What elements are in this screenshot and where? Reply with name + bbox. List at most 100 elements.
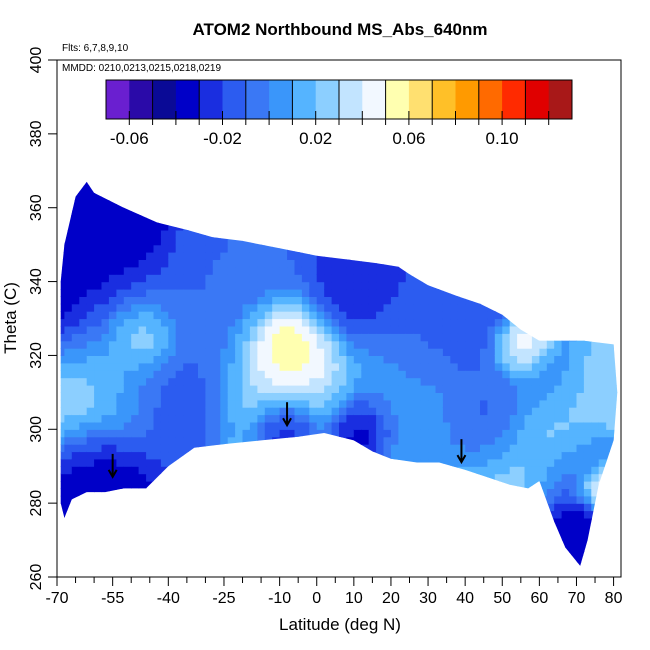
heatmap-cell [198, 311, 206, 320]
heatmap-cell [324, 348, 333, 356]
heatmap-cell [220, 503, 229, 512]
heatmap-cell [576, 207, 585, 216]
heatmap-cell [368, 289, 377, 297]
heatmap-cell [190, 237, 199, 246]
heatmap-cell [131, 495, 140, 504]
heatmap-cell [420, 517, 429, 526]
heatmap-cell [398, 355, 407, 364]
heatmap-cell [123, 237, 132, 246]
heatmap-cell [569, 370, 578, 379]
heatmap-cell [339, 517, 347, 526]
heatmap-cell [494, 296, 503, 305]
heatmap-cell [576, 385, 585, 393]
heatmap-cell [613, 562, 618, 566]
heatmap-cell [502, 340, 511, 349]
heatmap-cell [227, 377, 236, 386]
heatmap-cell [227, 215, 236, 224]
heatmap-cell [123, 436, 132, 445]
heatmap-cell [339, 429, 347, 438]
heatmap-cell [502, 429, 511, 438]
heatmap-cell [494, 318, 503, 327]
heatmap-cell [487, 481, 496, 489]
heatmap-cell [138, 392, 147, 401]
heatmap-cell [472, 200, 481, 209]
heatmap-cell [428, 362, 437, 371]
heatmap-cell [368, 303, 377, 312]
heatmap-cell [346, 473, 355, 482]
heatmap-cell [279, 510, 288, 519]
heatmap-cell [368, 370, 377, 379]
heatmap-cell [316, 540, 325, 549]
heatmap-cell [465, 303, 474, 312]
heatmap-cell [249, 311, 258, 320]
heatmap-cell [569, 385, 578, 393]
heatmap-cell [123, 296, 132, 305]
heatmap-cell [598, 181, 607, 187]
heatmap-cell [205, 348, 214, 356]
heatmap-cell [242, 517, 251, 526]
heatmap-cell [509, 370, 518, 379]
heatmap-cell [583, 311, 592, 320]
heatmap-cell [442, 473, 451, 482]
heatmap-cell [598, 385, 607, 393]
heatmap-cell [324, 274, 333, 283]
heatmap-cell [138, 333, 147, 342]
heatmap-cell [472, 355, 481, 364]
heatmap-cell [398, 222, 407, 231]
heatmap-cell [60, 207, 65, 216]
heatmap-cell [160, 318, 169, 327]
heatmap-cell [531, 244, 540, 253]
heatmap-cell [183, 274, 192, 283]
colorbar-swatch [292, 80, 317, 119]
heatmap-cell [361, 554, 370, 563]
heatmap-cell [168, 266, 177, 275]
heatmap-cell [465, 377, 474, 386]
heatmap-cell [554, 192, 563, 201]
heatmap-cell [264, 466, 273, 475]
heatmap-cell [94, 362, 103, 371]
heatmap-cell [272, 355, 281, 364]
heatmap-cell [309, 392, 318, 401]
heatmap-cell [101, 303, 110, 312]
heatmap-cell [346, 207, 355, 216]
heatmap-cell [405, 510, 414, 519]
heatmap-cell [264, 414, 273, 423]
heatmap-cell [569, 525, 578, 534]
heatmap-cell [138, 540, 147, 549]
heatmap-cell [160, 333, 169, 342]
heatmap-cell [264, 532, 273, 541]
heatmap-cell [569, 466, 578, 475]
heatmap-cell [435, 348, 444, 356]
heatmap-cell [227, 385, 236, 393]
heatmap-cell [190, 458, 199, 467]
heatmap-cell [86, 414, 95, 423]
heatmap-cell [168, 451, 177, 460]
heatmap-cell [116, 259, 125, 268]
heatmap-cell [235, 244, 244, 253]
heatmap-cell [108, 348, 117, 356]
heatmap-cell [435, 377, 444, 386]
heatmap-cell [60, 392, 65, 401]
heatmap-cell [94, 348, 103, 356]
heatmap-cell [554, 414, 563, 423]
heatmap-cell [353, 333, 362, 342]
heatmap-cell [316, 229, 325, 238]
heatmap-cell [390, 547, 399, 556]
heatmap-cell [398, 503, 407, 512]
heatmap-cell [235, 495, 244, 504]
heatmap-cell [287, 385, 296, 393]
heatmap-cell [576, 377, 585, 386]
heatmap-cell [138, 311, 147, 320]
heatmap-cell [287, 503, 296, 512]
heatmap-cell [279, 289, 288, 297]
heatmap-cell [235, 399, 244, 408]
heatmap-cell [183, 303, 192, 312]
heatmap-cell [101, 392, 110, 401]
heatmap-cell [279, 481, 288, 489]
heatmap-cell [346, 525, 355, 534]
heatmap-cell [160, 562, 169, 566]
heatmap-cell [60, 562, 65, 566]
heatmap-cell [613, 237, 618, 246]
heatmap-cell [153, 429, 162, 438]
heatmap-cell [576, 488, 585, 497]
